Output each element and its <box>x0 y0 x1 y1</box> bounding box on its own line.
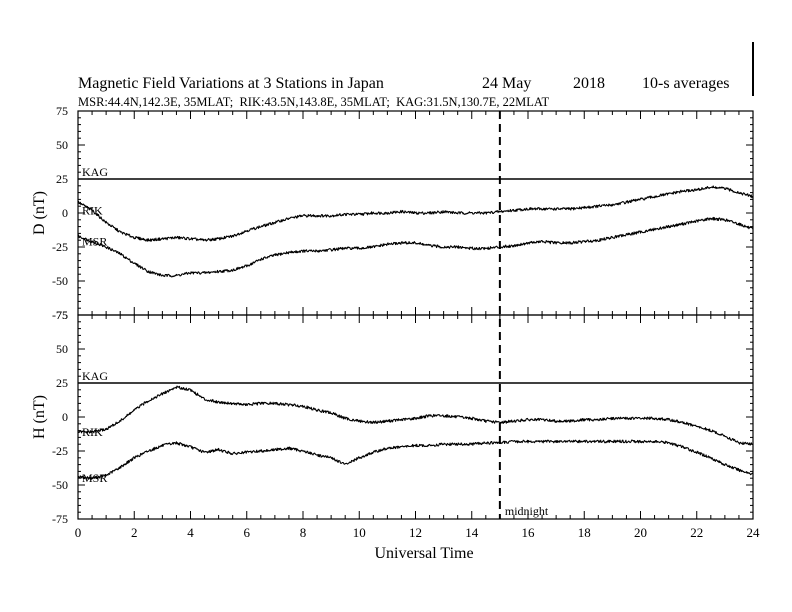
x-tick-label: 24 <box>747 525 761 540</box>
y-tick-label: -25 <box>52 444 68 458</box>
y-tick-label: 75 <box>56 104 68 118</box>
x-tick-label: 20 <box>634 525 647 540</box>
series-label-msr: MSR <box>82 235 107 249</box>
y-tick-label: -25 <box>52 240 68 254</box>
x-tick-label: 14 <box>465 525 479 540</box>
x-tick-label: 0 <box>75 525 82 540</box>
x-tick-label: 16 <box>522 525 536 540</box>
y-axis-label: H (nT) <box>31 395 48 439</box>
chart-date: 24 May <box>482 75 531 92</box>
x-tick-label: 4 <box>187 525 194 540</box>
y-tick-label: -50 <box>52 274 68 288</box>
y-tick-label: -75 <box>52 308 68 322</box>
chart-year: 2018 <box>573 75 605 92</box>
y-tick-label: -50 <box>52 478 68 492</box>
declination-panel: 75 50 25 0 -25 -50 -75 D (nT) KAG RIK MSR <box>31 104 754 322</box>
x-tick-label: 2 <box>131 525 138 540</box>
chart-subtitle: MSR:44.4N,142.3E, 35MLAT; RIK:43.5N,143.… <box>78 95 550 109</box>
series-label-kag: KAG <box>82 369 108 383</box>
y-tick-label: -75 <box>52 512 68 526</box>
horizontal-panel: 75 50 25 0 -25 -50 -75 H (nT) KAG RIK MSR <box>31 308 754 526</box>
x-axis: 0 2 4 6 8 10 12 14 16 18 20 22 24 <box>75 111 760 540</box>
y-tick-label: 0 <box>62 206 68 220</box>
y-tick-label: 50 <box>56 138 68 152</box>
series-msr-line <box>77 216 754 278</box>
series-rik-line <box>77 385 754 446</box>
series-label-msr: MSR <box>82 471 107 485</box>
x-tick-label: 22 <box>690 525 703 540</box>
x-axis-label: Universal Time <box>374 545 473 562</box>
y-tick-label: 50 <box>56 342 68 356</box>
series-label-rik: RIK <box>82 425 103 439</box>
y-tick-label: 25 <box>56 172 68 186</box>
midnight-label: midnight <box>505 504 549 518</box>
series-label-rik: RIK <box>82 203 103 217</box>
x-tick-label: 18 <box>578 525 591 540</box>
y-tick-label: 0 <box>62 410 68 424</box>
x-tick-label: 8 <box>300 525 307 540</box>
y-axis-label: D (nT) <box>31 191 48 235</box>
series-label-kag: KAG <box>82 165 108 179</box>
y-tick-label: 25 <box>56 376 68 390</box>
y-tick-label: 75 <box>56 308 68 322</box>
chart-averaging: 10-s averages <box>642 75 730 92</box>
chart-title: Magnetic Field Variations at 3 Stations … <box>78 75 384 92</box>
x-tick-label: 6 <box>244 525 251 540</box>
series-rik-line <box>77 185 754 242</box>
x-tick-label: 12 <box>409 525 422 540</box>
x-tick-label: 10 <box>353 525 366 540</box>
series-msr-line <box>77 439 754 480</box>
